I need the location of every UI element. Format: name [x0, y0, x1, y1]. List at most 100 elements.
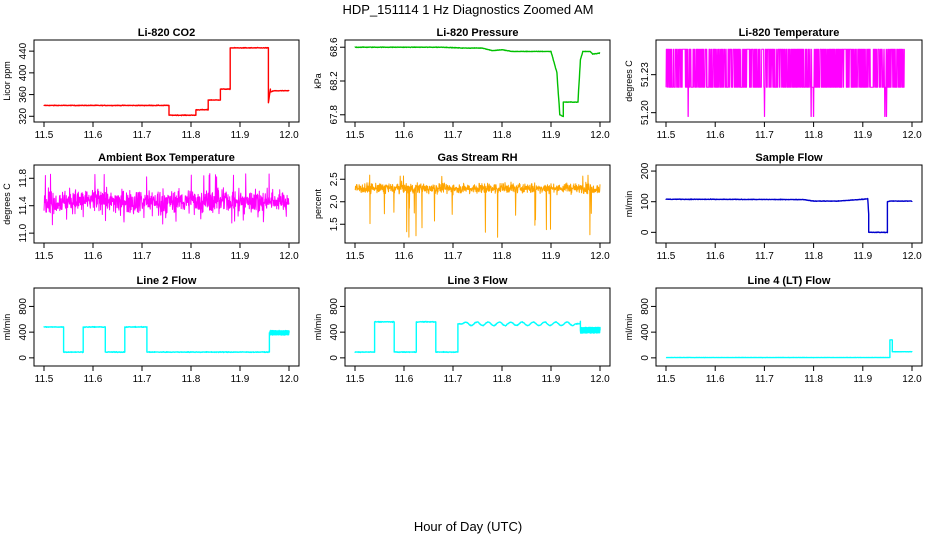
y-tick-label: 100	[640, 193, 651, 210]
y-axis-label: ml/min	[313, 314, 323, 341]
y-tick-label: 0	[329, 355, 340, 361]
y-axis-label: degrees C	[624, 60, 634, 102]
x-tick-label: 11.6	[84, 251, 103, 262]
plot-frame	[33, 39, 300, 123]
x-tick-label: 11.6	[395, 251, 414, 262]
y-axis-label: ml/min	[624, 314, 634, 341]
x-tick-label: 11.7	[755, 374, 774, 385]
y-tick-label: 400	[640, 323, 651, 340]
x-tick-label: 11.5	[346, 374, 365, 385]
plot-frame	[344, 164, 611, 244]
y-axis-label: kPa	[313, 73, 323, 89]
x-tick-label: 11.7	[444, 130, 463, 141]
x-tick-label: 11.7	[755, 130, 774, 141]
x-tick-label: 11.9	[542, 130, 561, 141]
panel-title: Sample Flow	[755, 152, 823, 164]
y-tick-label: 0	[640, 355, 651, 361]
x-tick-label: 11.9	[542, 374, 561, 385]
y-axis-label: ml/min	[624, 191, 634, 218]
panel-title: Li-820 Pressure	[437, 27, 519, 39]
x-tick-label: 12.0	[902, 251, 922, 262]
series-line	[43, 46, 290, 117]
chart-panel: Gas Stream RH 11.5 11.6 11.7 11.8 11.9 12.0 1.5…	[313, 152, 611, 262]
x-tick-label: 11.8	[804, 130, 823, 141]
x-tick-label: 11.5	[346, 251, 365, 262]
x-tick-label: 11.6	[706, 130, 725, 141]
plot-frame	[344, 39, 611, 123]
series-line	[43, 173, 290, 226]
panel-title: Ambient Box Temperature	[98, 152, 235, 164]
panel-title: Line 2 Flow	[137, 275, 197, 287]
y-tick-label: 51.20	[640, 100, 651, 125]
panel-title: Gas Stream RH	[437, 152, 517, 164]
series-line	[354, 46, 601, 118]
y-tick-label: 400	[329, 323, 340, 340]
y-tick-label: 11.0	[18, 223, 29, 242]
x-tick-label: 11.7	[755, 251, 774, 262]
x-tick-label: 11.8	[493, 251, 512, 262]
figure-title: HDP_151114 1 Hz Diagnostics Zoomed AM	[343, 2, 594, 17]
series-line	[354, 174, 601, 238]
x-tick-label: 11.5	[35, 374, 54, 385]
x-tick-label: 11.8	[804, 251, 823, 262]
plot-frame	[344, 287, 611, 367]
y-axis-label: percent	[313, 188, 323, 219]
y-tick-label: 67.8	[329, 105, 340, 125]
chart-panels: Li-820 CO2 11.5 11.6 11.7 11.8 11.9 12.0 320 360…	[2, 27, 923, 385]
x-tick-label: 11.5	[346, 130, 365, 141]
y-tick-label: 400	[18, 323, 29, 340]
x-tick-label: 11.6	[84, 130, 103, 141]
x-tick-label: 11.9	[231, 374, 250, 385]
x-tick-label: 11.7	[444, 374, 463, 385]
chart-panel: Ambient Box Temperature 11.5 11.6 11.7 11.8 1…	[2, 152, 300, 262]
figure-x-axis-label: Hour of Day (UTC)	[414, 519, 522, 534]
series-line	[43, 325, 290, 354]
x-tick-label: 11.5	[35, 251, 54, 262]
x-tick-label: 11.7	[133, 374, 152, 385]
x-tick-label: 11.9	[231, 251, 250, 262]
x-tick-label: 11.6	[395, 374, 414, 385]
x-tick-label: 12.0	[279, 374, 299, 385]
x-tick-label: 11.5	[657, 374, 676, 385]
x-tick-label: 11.8	[804, 374, 823, 385]
x-tick-label: 11.7	[133, 130, 152, 141]
y-tick-label: 68.6	[329, 37, 340, 57]
series-line	[665, 48, 905, 117]
panel-title: Line 4 (LT) Flow	[748, 275, 831, 287]
x-tick-label: 11.5	[35, 130, 54, 141]
x-tick-label: 12.0	[590, 130, 610, 141]
x-tick-label: 11.9	[853, 251, 872, 262]
panel-title: Li-820 Temperature	[739, 27, 840, 39]
x-tick-label: 11.5	[657, 251, 676, 262]
y-tick-label: 440	[18, 42, 29, 59]
x-tick-label: 12.0	[279, 130, 299, 141]
x-tick-label: 11.9	[853, 374, 872, 385]
y-tick-label: 2.0	[329, 194, 340, 208]
chart-panel: Line 2 Flow 11.5 11.6 11.7 11.8 11.9 12.0 0 400 8…	[2, 275, 300, 385]
x-tick-label: 11.9	[853, 130, 872, 141]
y-tick-label: 200	[640, 162, 651, 179]
plot-frame	[655, 164, 923, 244]
y-axis-label: ml/min	[2, 314, 12, 341]
y-tick-label: 360	[18, 86, 29, 103]
x-tick-label: 11.8	[182, 251, 201, 262]
panel-title: Line 3 Flow	[448, 275, 508, 287]
y-tick-label: 11.4	[18, 196, 29, 215]
x-tick-label: 12.0	[590, 251, 610, 262]
plot-frame	[655, 287, 923, 367]
x-tick-label: 11.6	[395, 130, 414, 141]
plot-frame	[33, 287, 300, 367]
y-axis-label: degrees C	[2, 183, 12, 225]
y-tick-label: 800	[640, 298, 651, 315]
x-tick-label: 12.0	[902, 130, 922, 141]
chart-panel: Line 3 Flow 11.5 11.6 11.7 11.8 11.9 12.0 0 400 8…	[313, 275, 611, 385]
chart-panel: Li-820 CO2 11.5 11.6 11.7 11.8 11.9 12.0 320 360…	[2, 27, 300, 141]
series-line	[665, 339, 913, 359]
y-tick-label: 0	[640, 229, 651, 235]
plot-frame	[33, 164, 300, 244]
x-tick-label: 11.8	[182, 130, 201, 141]
x-tick-label: 11.8	[493, 130, 512, 141]
x-tick-label: 11.6	[706, 374, 725, 385]
y-tick-label: 68.2	[329, 71, 340, 91]
x-tick-label: 11.8	[182, 374, 201, 385]
